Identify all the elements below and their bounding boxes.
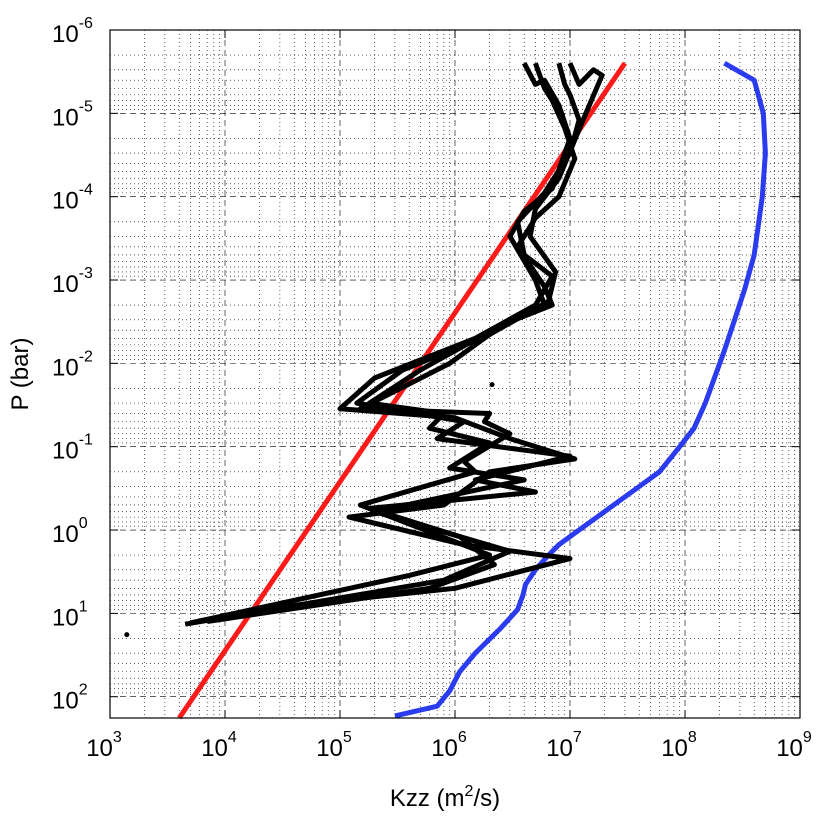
y-tick-label: 10-5: [52, 98, 93, 131]
y-tick-label: 10-6: [52, 15, 93, 48]
x-tick-label: 103: [86, 729, 122, 762]
series-line-6: [206, 62, 605, 624]
x-tick-label: 104: [201, 729, 237, 762]
data-point-marker-2: [124, 632, 130, 638]
x-axis-title-tail: /s): [473, 785, 500, 812]
x-axis-title: Kzz (m2/s): [390, 783, 500, 812]
series-line-3: [189, 62, 573, 626]
x-axis: 103 104 105 106 107 108 109: [86, 30, 812, 762]
series-line-5: [189, 62, 582, 626]
y-tick-label: 10-2: [52, 348, 93, 381]
chart-series-group: [177, 61, 768, 720]
data-point-marker-1: [489, 382, 495, 388]
y-tick-label: 102: [52, 682, 88, 715]
x-tick-label: 106: [431, 729, 467, 762]
y-tick-label: 10-4: [52, 182, 93, 215]
x-tick-label: 109: [776, 729, 812, 762]
x-axis-title-sup: 2: [465, 783, 474, 800]
x-tick-label: 108: [661, 729, 697, 762]
x-tick-label: 107: [546, 729, 582, 762]
y-tick-label: 101: [52, 598, 88, 631]
y-axis: 10-6 10-5 10-4 10-3 10-2 10-1 100 101 102: [52, 15, 800, 715]
x-tick-label: 105: [316, 729, 352, 762]
y-tick-label: 10-1: [52, 432, 93, 465]
x-axis-title-main: Kzz (m: [390, 785, 465, 812]
y-axis-title: P (bar): [7, 338, 34, 411]
chart-markers-group: [124, 382, 495, 638]
y-tick-label: 100: [52, 515, 88, 548]
series-line-4: [184, 62, 578, 627]
series-line-1: [394, 61, 768, 719]
series-line-2: [177, 61, 627, 720]
chart-grid: [110, 30, 800, 718]
y-tick-label: 10-3: [52, 265, 93, 298]
